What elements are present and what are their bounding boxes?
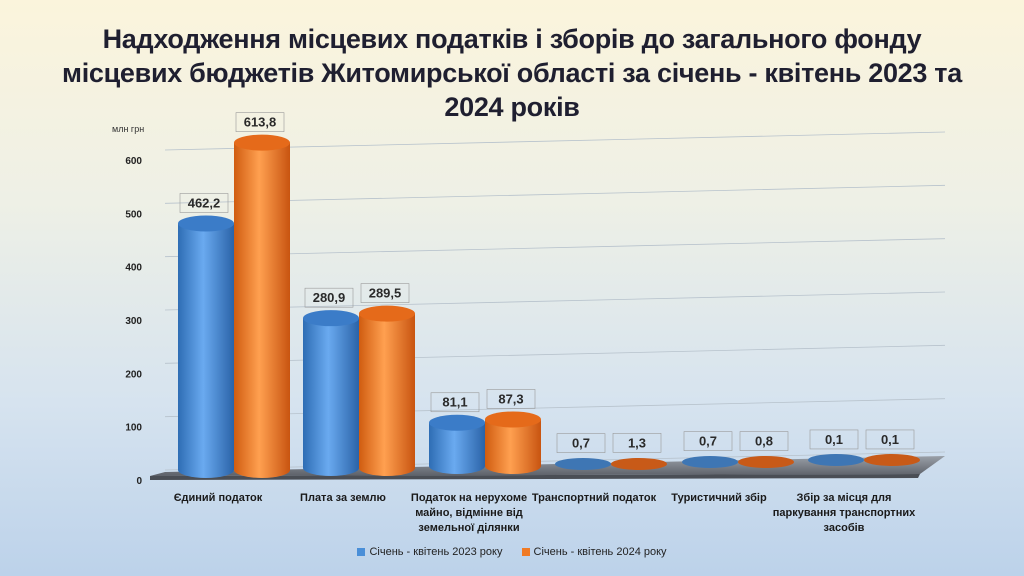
y-tick-label: 500 (125, 209, 142, 220)
category-label: Єдиний податок (173, 492, 263, 504)
bar-2024-3-label: 1,3 (628, 435, 646, 450)
bar-2024-2 (485, 419, 541, 474)
bar-2023-1-label-box (304, 287, 354, 308)
y-tick-label: 100 (125, 423, 142, 434)
bar-2023-0-top (178, 215, 234, 232)
gridline (164, 131, 946, 151)
bar-2024-4 (738, 456, 794, 468)
legend-label-2024: Січень - квітень 2024 року (533, 546, 667, 558)
bar-2024-5-label: 0,1 (881, 432, 899, 447)
bar-2024-3 (611, 458, 667, 470)
bar-2023-3 (555, 458, 611, 470)
bar-2023-1-top (303, 310, 359, 327)
y-tick-label: 300 (125, 316, 142, 327)
gridline (164, 291, 946, 311)
bar-2023-4 (682, 456, 738, 468)
bar-2023-5 (808, 454, 864, 466)
category-label: Збір за місця для паркування транспортни… (772, 492, 916, 534)
bar-2024-2-label: 87,3 (498, 391, 523, 406)
bar-2024-0-top (234, 134, 290, 151)
y-tick-label: 600 (125, 156, 142, 167)
chart-title: Надходження місцевих податків і зборів д… (62, 24, 962, 122)
gridline (164, 344, 946, 364)
bar-2024-5-label-box (865, 429, 915, 450)
bar-2023-4-label: 0,7 (699, 434, 717, 449)
legend-label-2023: Січень - квітень 2023 року (369, 546, 503, 558)
bar-2024-4-label: 0,8 (755, 434, 773, 449)
bar-2023-5-label-box (809, 429, 859, 450)
bar-2024-1 (359, 313, 415, 476)
bar-2023-3-label-box (556, 433, 606, 453)
category-label: Податок на нерухоме майно, відмінне від … (410, 492, 528, 534)
bar-2024-0 (234, 142, 290, 478)
category-label: Плата за землю (300, 492, 386, 504)
category-label: Туристичний збір (671, 492, 767, 504)
bar-2024-5 (864, 454, 920, 466)
bar-2023-4-label-box (683, 431, 733, 451)
bar-2024-1-label-box (360, 283, 410, 303)
legend: Січень - квітень 2023 року Січень - квіт… (0, 546, 1024, 558)
category-label: Транспортний податок (531, 492, 657, 504)
chart-floor-edge (150, 474, 920, 480)
legend-item-2023: Січень - квітень 2023 року (357, 546, 502, 558)
y-tick-label: 400 (125, 263, 142, 274)
gridline (164, 184, 946, 204)
y-axis-unit-label: млн грн (112, 124, 144, 134)
bar-2024-0-label: 613,8 (244, 115, 277, 130)
y-tick-label: 200 (125, 369, 142, 380)
bar-2024-1-label: 289,5 (369, 286, 402, 301)
bar-2024-0-label-box (235, 112, 285, 132)
bar-2024-1-top (359, 305, 415, 322)
bar-2024-2-top (485, 411, 541, 428)
bar-2023-0 (178, 223, 234, 478)
bar-2024-3-label-box (612, 433, 662, 453)
bar-2023-2-top (429, 414, 485, 431)
bar-2023-1-label: 280,9 (313, 290, 346, 305)
bar-2023-2 (429, 422, 485, 474)
gridline (164, 398, 946, 418)
y-tick-label: 0 (136, 476, 142, 487)
gridline (164, 238, 946, 258)
bar-2023-1 (303, 318, 359, 476)
bar-2023-2-label-box (430, 392, 480, 413)
gridline (164, 451, 946, 471)
bar-2023-2-label: 81,1 (442, 395, 467, 410)
bar-2023-5-label: 0,1 (825, 432, 843, 447)
legend-swatch-2023 (357, 548, 366, 557)
bar-2024-4-label-box (739, 431, 789, 451)
bar-2023-0-label-box (179, 193, 229, 213)
bar-2023-0-label: 462,2 (188, 195, 221, 210)
legend-item-2024: Січень - квітень 2024 року (521, 546, 667, 558)
legend-swatch-2024 (521, 548, 530, 557)
bar-2024-2-label-box (486, 389, 536, 409)
bar-2023-3-label: 0,7 (572, 436, 590, 451)
